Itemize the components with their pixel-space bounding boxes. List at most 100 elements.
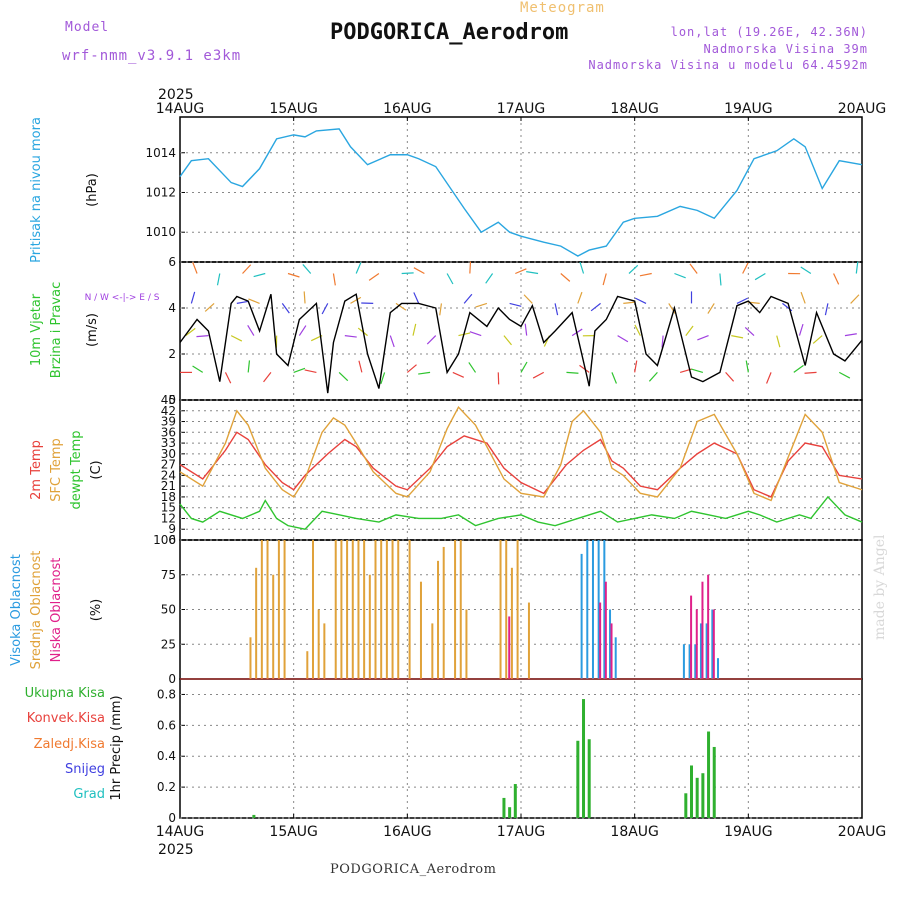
cloud-bar bbox=[385, 540, 388, 679]
wind-barb bbox=[661, 335, 664, 348]
cloud-bar bbox=[397, 540, 400, 679]
wind-barb bbox=[731, 335, 744, 339]
wind-barb bbox=[602, 273, 607, 286]
wind-barb bbox=[389, 335, 395, 348]
precip-y-tick: 0.6 bbox=[157, 718, 176, 732]
cloud-bar bbox=[604, 581, 607, 679]
wind-barb bbox=[668, 303, 676, 314]
cloud-bar bbox=[712, 609, 715, 679]
pressure-y-tick: 1010 bbox=[145, 225, 176, 239]
wind-barb bbox=[230, 335, 243, 342]
cloud-bar bbox=[610, 623, 613, 679]
wind-speed-line bbox=[179, 293, 863, 394]
wind-barb bbox=[413, 292, 420, 304]
wind-barb bbox=[224, 372, 232, 384]
cloud-title-low: Niska Oblacnost bbox=[49, 558, 64, 663]
wind-barb bbox=[736, 297, 749, 304]
x-tick-bottom: 19AUG bbox=[724, 824, 773, 840]
wind-barb bbox=[639, 272, 652, 277]
precip-legend-1: Ukupna Kisa bbox=[25, 686, 105, 701]
cloud-bar bbox=[510, 567, 513, 679]
x-tick-top: 17AUG bbox=[497, 101, 546, 117]
footer-station: PODGORICA_Aerodrom bbox=[330, 862, 497, 877]
precip-legend-2: Konvek.Kisa bbox=[27, 711, 105, 726]
wind-barb bbox=[754, 272, 766, 281]
model-elevation-label: Nadmorska Visina u modelu 64.4592m bbox=[588, 58, 868, 72]
precip-bar bbox=[502, 797, 506, 818]
year-top: 2025 bbox=[158, 87, 194, 103]
cloud-bar bbox=[363, 540, 366, 679]
wind-barb bbox=[503, 335, 512, 346]
temp-y-tick: 27 bbox=[161, 458, 176, 472]
wind-barb bbox=[524, 323, 528, 336]
precip-bar bbox=[701, 773, 705, 818]
cloud-bar bbox=[272, 574, 275, 679]
wind-barb bbox=[725, 371, 735, 382]
wind-barb bbox=[674, 272, 686, 279]
wind-barb bbox=[648, 371, 658, 382]
temp-y-tick: 24 bbox=[161, 468, 176, 482]
wind-barb bbox=[719, 273, 722, 286]
x-tick-top: 14AUG bbox=[156, 101, 205, 117]
wind-barb bbox=[358, 360, 363, 373]
pressure-ylabel: (hPa) bbox=[85, 173, 100, 207]
wind-barb bbox=[685, 325, 694, 336]
cloud-bar bbox=[306, 651, 309, 679]
precip-y-tick: 0.2 bbox=[157, 780, 176, 794]
cloud-bar bbox=[695, 609, 698, 679]
cloud-y-tick: 75 bbox=[161, 568, 176, 582]
x-tick-bottom: 20AUG bbox=[838, 824, 887, 840]
wind-barb bbox=[804, 371, 817, 374]
wind-barb bbox=[509, 302, 522, 307]
wind-compass: N / W <-|-> E / S bbox=[85, 293, 160, 303]
wind-barb bbox=[344, 335, 357, 338]
temp-y-tick: 12 bbox=[161, 511, 176, 525]
precip-bar bbox=[576, 740, 580, 818]
cloud-bar bbox=[459, 540, 462, 679]
wind-barb bbox=[515, 268, 527, 275]
precip-bar bbox=[252, 814, 256, 818]
wind-barb bbox=[406, 364, 417, 373]
wind-barb bbox=[850, 294, 860, 304]
cloud-bar bbox=[260, 540, 263, 679]
precip-bar bbox=[690, 765, 693, 818]
cloud-bar bbox=[442, 546, 445, 679]
cloud-bar bbox=[323, 623, 326, 679]
cloud-bar bbox=[408, 540, 411, 679]
wind-barb bbox=[634, 324, 641, 336]
cloud-bar bbox=[690, 595, 693, 679]
wind-barb bbox=[298, 325, 307, 336]
wind-barb bbox=[304, 369, 317, 373]
pressure-y-tick: 1014 bbox=[145, 146, 176, 160]
wind-barb bbox=[216, 273, 221, 286]
cloud-bar bbox=[249, 637, 252, 679]
temp-y-tick: 9 bbox=[168, 522, 176, 536]
wind-barb bbox=[611, 372, 617, 384]
wind-barb bbox=[204, 302, 215, 312]
wind-barb bbox=[247, 360, 251, 373]
wind-ylabel: (m/s) bbox=[85, 313, 100, 347]
precip-ylabel: 1hr Precip (mm) bbox=[109, 695, 124, 800]
precip-y-tick: 0 bbox=[168, 811, 176, 825]
wind-barb bbox=[281, 303, 290, 314]
wind-barb bbox=[380, 372, 386, 384]
precip-bar bbox=[508, 807, 512, 818]
temp-y-tick: 21 bbox=[161, 479, 176, 493]
wind-barb bbox=[248, 298, 260, 304]
cloud-bar bbox=[431, 623, 434, 679]
temp-y-tick: 15 bbox=[161, 501, 176, 515]
year-bottom: 2025 bbox=[158, 842, 194, 858]
cloud-bar bbox=[277, 540, 280, 679]
cloud-bar bbox=[351, 540, 354, 679]
temp-y-tick: 39 bbox=[161, 415, 176, 429]
cloud-y-tick: 100 bbox=[153, 533, 176, 547]
x-tick-bottom: 18AUG bbox=[610, 824, 659, 840]
cloud-bar bbox=[699, 623, 702, 679]
cloud-bar bbox=[437, 560, 440, 679]
wind-barb bbox=[697, 335, 709, 341]
wind-barb bbox=[617, 335, 629, 343]
cloud-y-tick: 0 bbox=[168, 672, 176, 686]
wind-barb bbox=[800, 266, 812, 275]
cloud-bar bbox=[368, 574, 371, 679]
